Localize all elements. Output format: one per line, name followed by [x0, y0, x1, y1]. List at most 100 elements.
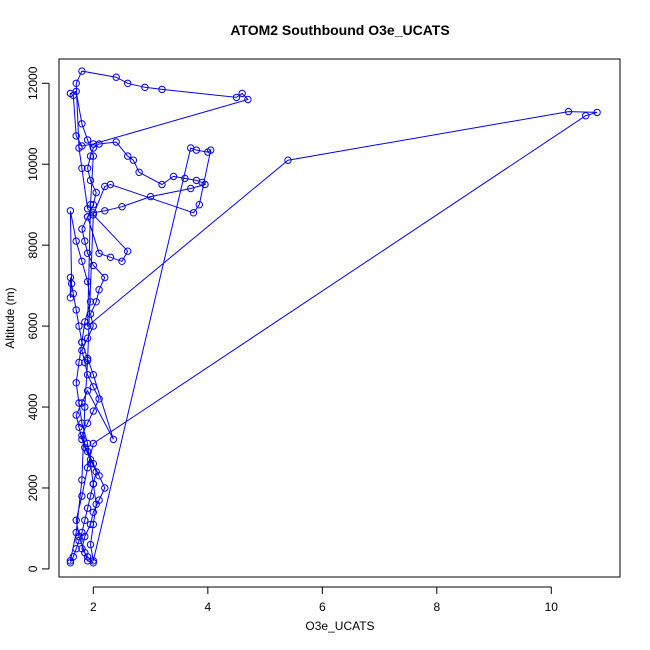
data-point: [169, 172, 178, 181]
data-point: [81, 318, 89, 326]
data-point: [72, 379, 80, 387]
data-point: [75, 536, 83, 545]
data-point: [83, 447, 92, 456]
data-point: [66, 207, 75, 215]
data-point: [83, 504, 92, 512]
series-layer: [66, 67, 601, 567]
data-point: [75, 322, 83, 330]
data-point: [78, 492, 86, 500]
data-point: [78, 120, 86, 128]
data-point: [72, 545, 80, 553]
data-point: [158, 85, 166, 94]
data-point: [66, 559, 75, 567]
data-point: [89, 209, 98, 217]
data-point: [89, 439, 98, 448]
data-point: [89, 559, 98, 567]
data-point: [81, 403, 89, 411]
data-point: [109, 435, 118, 444]
data-point: [89, 460, 98, 468]
data-point: [189, 209, 198, 217]
data-point: [101, 273, 109, 282]
data-point: [83, 354, 92, 363]
data-point: [89, 261, 98, 270]
data-point: [101, 207, 109, 215]
y-tick-label: 0: [26, 565, 40, 572]
data-point: [81, 237, 89, 245]
data-point: [86, 492, 95, 500]
data-point: [244, 95, 252, 104]
data-point: [89, 144, 98, 152]
data-point: [564, 107, 573, 116]
data-point: [72, 306, 80, 314]
data-point: [86, 201, 95, 209]
data-point: [106, 253, 115, 261]
data-point: [582, 112, 590, 120]
data-point: [89, 371, 98, 379]
data-point: [95, 140, 103, 148]
x-tick-label: 2: [90, 600, 97, 614]
data-point: [141, 83, 149, 92]
series-line: [69, 70, 598, 564]
x-tick-label: 8: [433, 600, 440, 614]
x-axis-label: O3e_UCATS: [305, 619, 374, 633]
data-point: [72, 528, 80, 537]
data-point: [81, 532, 89, 541]
data-point: [95, 249, 103, 258]
data-point: [78, 435, 86, 444]
data-point: [284, 156, 292, 164]
data-point: [83, 371, 92, 379]
data-point: [78, 142, 86, 150]
data-point: [67, 279, 76, 288]
data-point: [83, 277, 92, 286]
data-point: [72, 516, 80, 524]
y-tick-label: 10000: [26, 147, 40, 181]
data-point: [89, 152, 98, 160]
data-point: [124, 152, 132, 160]
data-point: [66, 294, 75, 302]
data-point: [72, 237, 80, 245]
data-point: [72, 411, 80, 419]
data-point: [124, 79, 132, 88]
data-point: [86, 298, 95, 306]
data-point: [86, 540, 95, 549]
data-point: [593, 108, 601, 117]
data-point: [92, 298, 100, 306]
data-point: [89, 322, 98, 330]
data-point: [86, 176, 95, 185]
data-point: [95, 286, 103, 294]
data-point: [78, 338, 86, 346]
y-tick-label: 4000: [26, 393, 40, 420]
data-point: [195, 201, 204, 209]
data-point: [78, 419, 86, 427]
data-point: [187, 184, 195, 193]
data-point: [83, 356, 92, 365]
x-tick-label: 6: [319, 600, 326, 614]
data-point: [83, 387, 92, 395]
data-point: [89, 407, 98, 415]
data-point: [92, 188, 100, 197]
data-point: [89, 201, 98, 209]
data-point: [101, 182, 109, 191]
data-point: [118, 257, 126, 265]
data-point: [129, 156, 138, 164]
data-point: [89, 508, 98, 516]
data-point: [232, 93, 241, 102]
data-point: [78, 476, 86, 484]
data-point: [92, 500, 100, 508]
data-point: [207, 146, 215, 154]
data-point: [89, 211, 98, 219]
data-point: [78, 67, 86, 75]
data-point: [72, 79, 80, 88]
data-point: [89, 557, 98, 565]
data-point: [86, 152, 95, 160]
data-point: [89, 520, 98, 529]
data-point: [86, 310, 95, 318]
x-axis: 2 4 6 8 10: [90, 586, 558, 614]
data-point: [135, 168, 143, 177]
data-point: [89, 383, 98, 391]
data-point: [78, 257, 86, 265]
data-point: [112, 73, 120, 81]
data-point: [78, 225, 86, 233]
data-point: [83, 136, 92, 144]
